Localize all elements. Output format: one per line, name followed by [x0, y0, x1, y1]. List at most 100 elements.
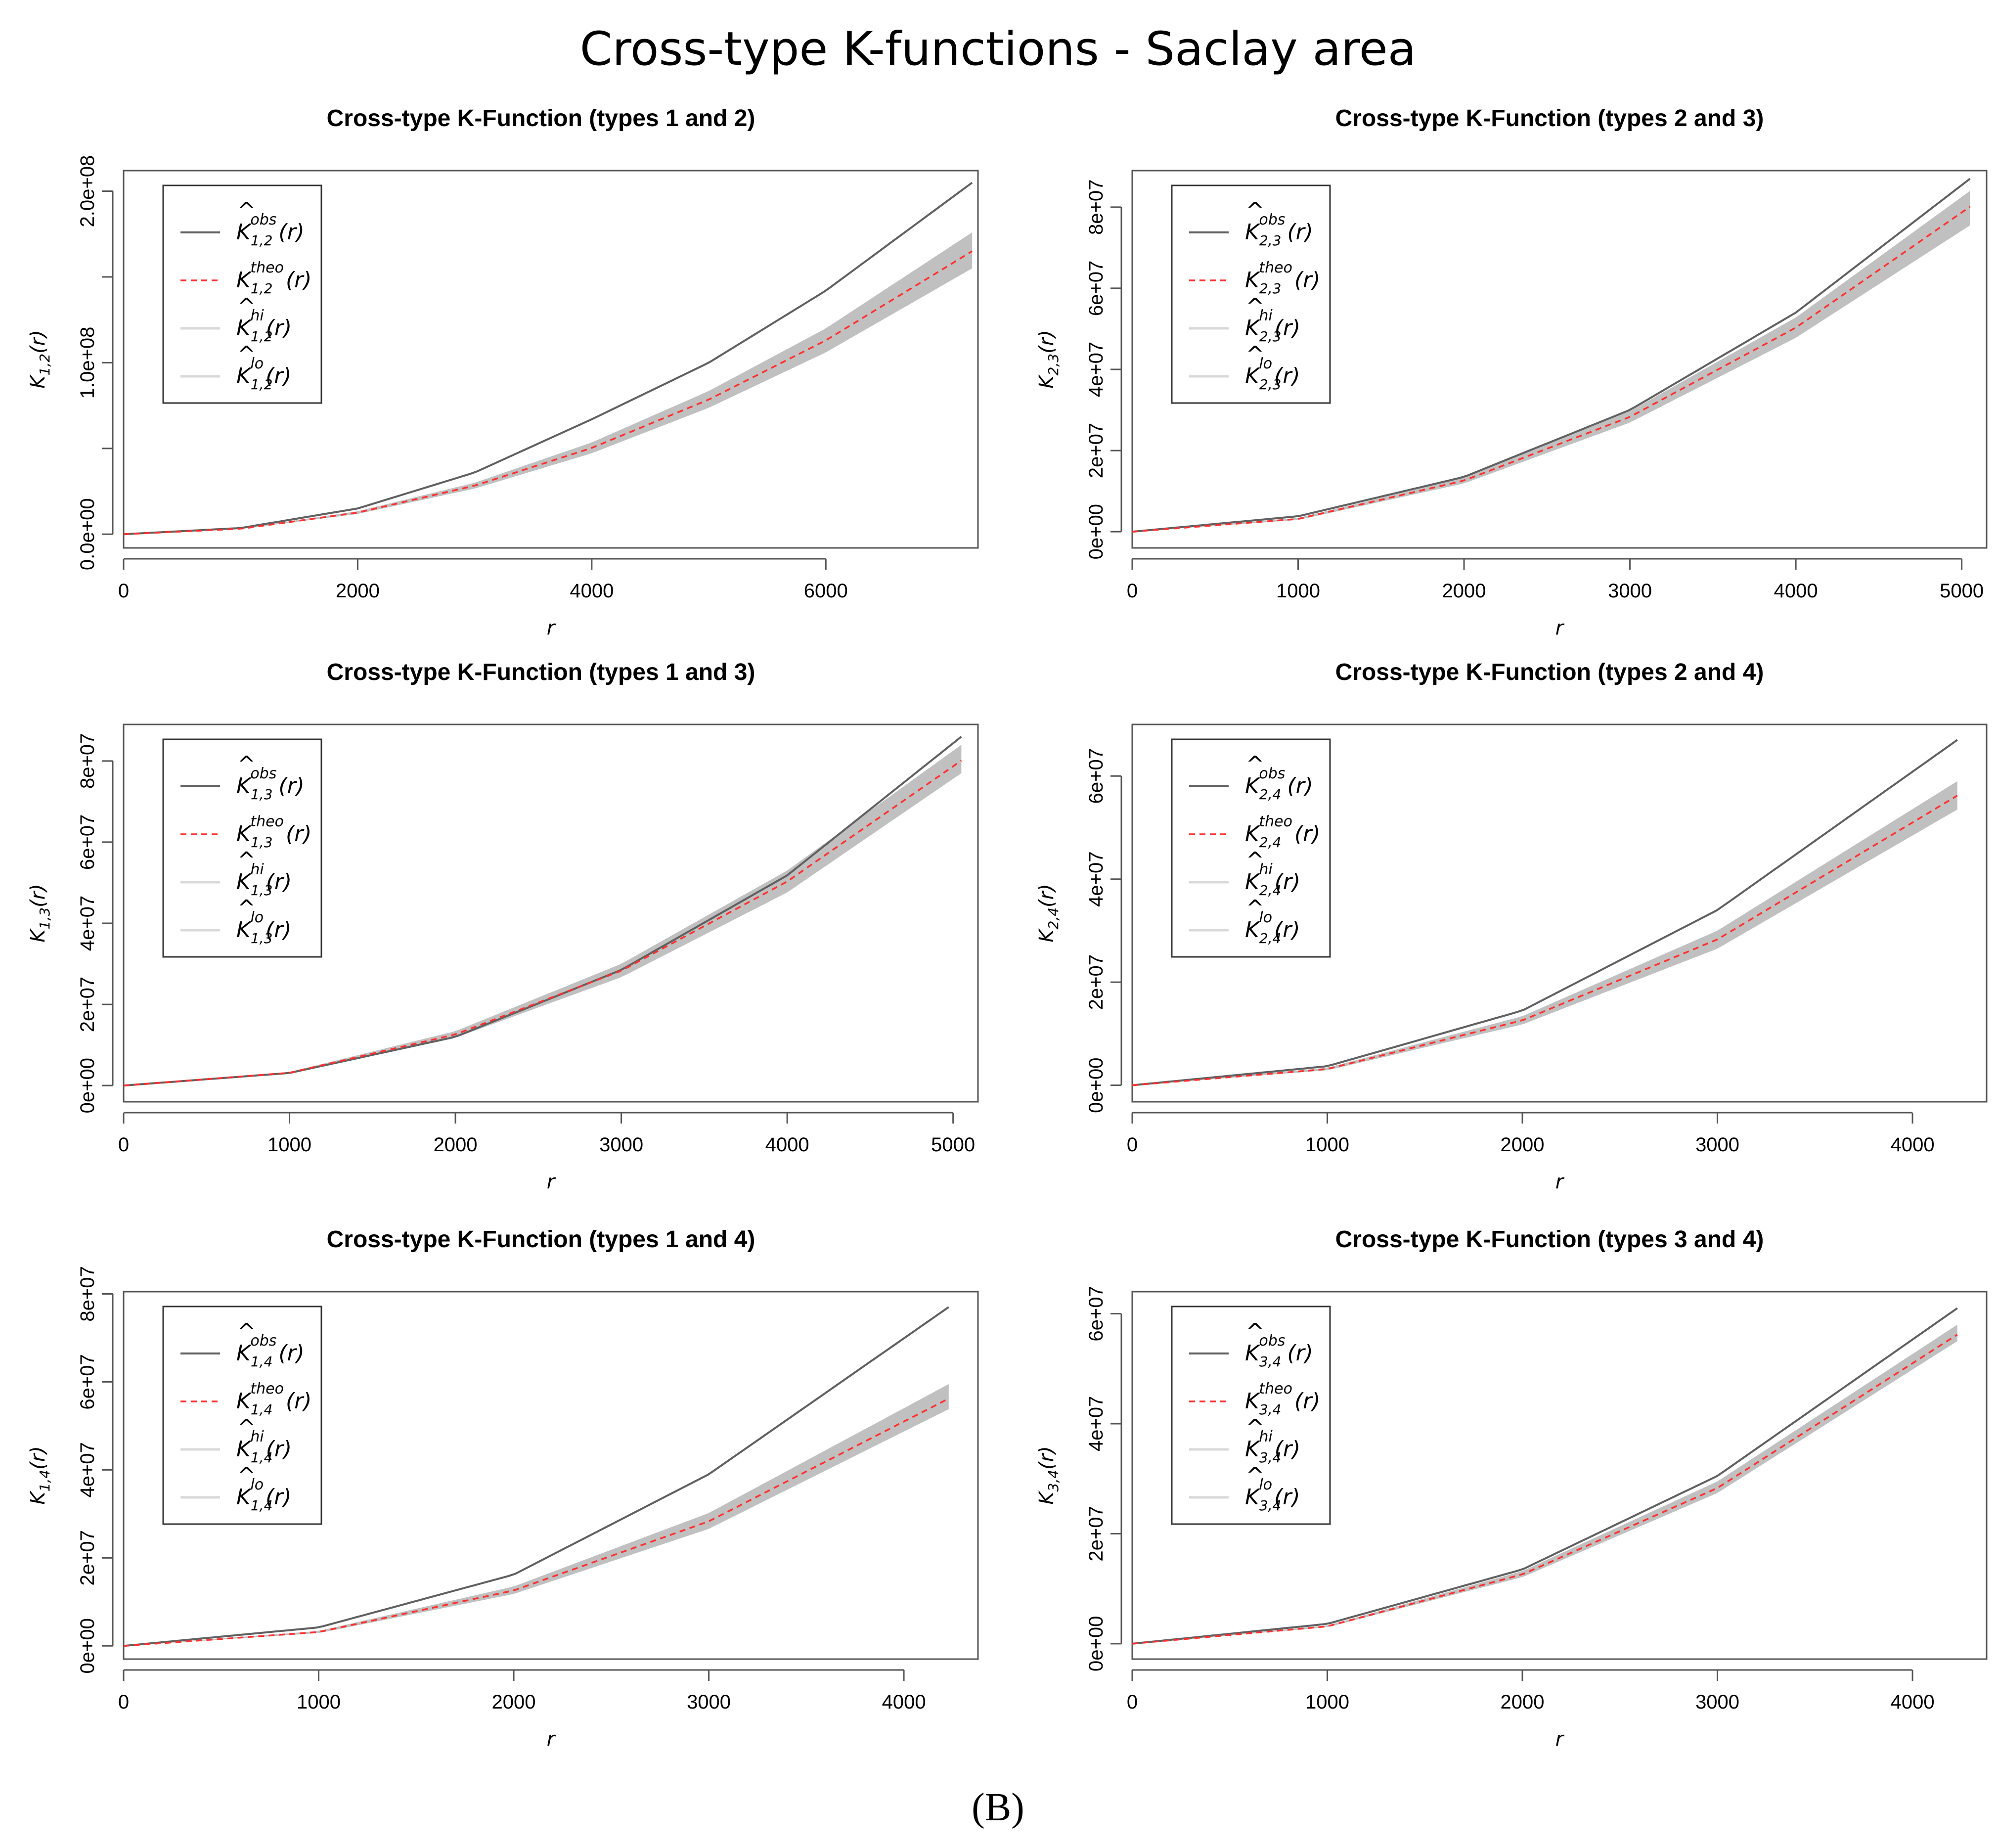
chart-title: Cross-type K-Function (types 1 and 3) — [327, 659, 755, 685]
legend-hat: ^ — [1246, 896, 1264, 921]
legend-label-lo: K1,4lo(r) — [236, 1476, 292, 1514]
x-tick-label: 2000 — [1501, 1134, 1545, 1156]
legend-label-obs: K2,4obs(r) — [1245, 765, 1313, 803]
theo-line — [123, 760, 962, 1086]
y-tick-label: 0e+00 — [1085, 504, 1107, 559]
y-axis-label: K1,3(r) — [27, 884, 53, 942]
y-tick-label: 6e+07 — [1085, 261, 1107, 316]
legend-label-hi: K2,4hi(r) — [1245, 861, 1300, 899]
y-tick-label: 2e+07 — [1085, 423, 1107, 478]
legend-label-obs: K1,3obs(r) — [236, 765, 305, 803]
chart-panel-3-4: Cross-type K-Function (types 3 and 4) 0 10… — [1035, 1226, 1988, 1751]
legend-label-theo: K2,3theo(r) — [1245, 259, 1320, 297]
x-tick-label: 2000 — [1501, 1691, 1545, 1713]
legend-label-theo: K2,4theo(r) — [1245, 813, 1320, 851]
legend-hat: ^ — [1246, 1463, 1264, 1488]
y-tick-label: 6e+07 — [77, 1354, 98, 1409]
plot-frame — [123, 1291, 979, 1660]
x-tick-label: 3000 — [687, 1691, 731, 1713]
panel-label: (B) — [972, 1786, 1024, 1829]
y-tick-label: 6e+07 — [77, 814, 98, 870]
obs-line — [123, 1306, 949, 1647]
legend-hat: ^ — [237, 1415, 256, 1440]
legend-hat: ^ — [1246, 1415, 1264, 1440]
y-tick-label: 4e+07 — [77, 1442, 98, 1497]
legend-label-obs: K1,2obs(r) — [236, 211, 305, 249]
y-tick-label: 0e+00 — [77, 1618, 98, 1673]
legend-label-theo: K1,2theo(r) — [236, 259, 311, 297]
legend: K3,4obs(r)^K3,4theo(r)K3,4hi(r)^K3,4lo(r… — [1171, 1306, 1331, 1525]
x-axis-label: r — [547, 1171, 556, 1193]
legend: K2,3obs(r)^K2,3theo(r)K2,3hi(r)^K2,3lo(r… — [1171, 184, 1331, 404]
y-tick-label: 4e+07 — [77, 896, 98, 951]
y-tick-label: 6e+07 — [1085, 748, 1107, 804]
x-tick-label: 0 — [1127, 1134, 1138, 1156]
y-tick-label: 0e+00 — [1085, 1616, 1107, 1671]
x-tick-label: 2000 — [492, 1691, 536, 1713]
x-axis-label: r — [1555, 617, 1565, 639]
legend-hat: ^ — [237, 896, 256, 921]
legend-label-lo: K1,3lo(r) — [236, 909, 292, 947]
x-tick-label: 4000 — [1774, 580, 1818, 602]
chart-panel-2-3: Cross-type K-Function (types 2 and 3) 0 10… — [1035, 105, 1988, 639]
x-axis-label: r — [547, 1728, 556, 1751]
chart-panel-1-2: Cross-type K-Function (types 1 and 2) 0 20… — [27, 105, 979, 639]
legend-hat: ^ — [237, 342, 256, 367]
plot-frame — [1131, 170, 1988, 549]
plot-frame — [1131, 1291, 1988, 1660]
y-tick-label: 0e+00 — [77, 1058, 98, 1113]
y-tick-label: 2e+07 — [77, 1530, 98, 1585]
legend-box — [162, 184, 322, 404]
x-tick-label: 3000 — [599, 1134, 643, 1156]
legend-label-lo: K2,3lo(r) — [1245, 355, 1300, 393]
legend-label-hi: K1,2hi(r) — [236, 307, 292, 345]
legend-hat: ^ — [237, 752, 256, 777]
legend-label-hi: K1,4hi(r) — [236, 1428, 292, 1466]
y-tick-label: 0e+00 — [1085, 1057, 1107, 1113]
y-tick-label: 4e+07 — [1085, 1396, 1107, 1451]
legend-hat: ^ — [237, 1463, 256, 1488]
x-tick-label: 2000 — [1442, 580, 1486, 602]
legend-box — [162, 1306, 322, 1525]
legend-box — [1171, 1306, 1331, 1525]
y-tick-label: 4e+07 — [1085, 852, 1107, 907]
chart-panel-2-4: Cross-type K-Function (types 2 and 4) 0 10… — [1035, 659, 1988, 1193]
plot-frame — [123, 170, 979, 549]
legend-hat: ^ — [1246, 198, 1264, 223]
obs-line — [1132, 1307, 1958, 1645]
y-tick-label: 4e+07 — [1085, 342, 1107, 397]
x-tick-label: 1000 — [1305, 1691, 1349, 1713]
x-tick-label: 2000 — [336, 580, 380, 602]
legend-label-theo: K1,4theo(r) — [236, 1380, 311, 1418]
y-tick-label: 8e+07 — [1085, 180, 1107, 235]
chart-title: Cross-type K-Function (types 2 and 3) — [1335, 105, 1764, 132]
x-axis-label: r — [1555, 1728, 1565, 1751]
theo-line — [1132, 206, 1971, 533]
legend-label-hi: K2,3hi(r) — [1245, 307, 1300, 345]
theo-line — [1132, 795, 1958, 1086]
theo-line — [123, 1397, 949, 1647]
legend-hat: ^ — [1246, 752, 1264, 777]
y-tick-label: 8e+07 — [77, 1266, 98, 1321]
x-tick-label: 5000 — [931, 1134, 975, 1156]
y-tick-label: 8e+07 — [77, 733, 98, 789]
y-axis-label: K2,4(r) — [1035, 884, 1062, 942]
theo-line — [123, 250, 973, 536]
legend-hat: ^ — [237, 1319, 256, 1344]
legend-hat: ^ — [237, 198, 256, 223]
x-tick-label: 3000 — [1608, 580, 1652, 602]
x-tick-label: 0 — [118, 580, 129, 602]
plot-frame — [123, 723, 979, 1103]
x-tick-label: 4000 — [1891, 1134, 1935, 1156]
k-function-panels: Cross-type K-Function (types 1 and 2) 0 20… — [27, 105, 1988, 1751]
x-tick-label: 5000 — [1940, 580, 1984, 602]
x-tick-label: 0 — [1127, 580, 1138, 602]
x-tick-label: 0 — [1127, 1691, 1138, 1713]
y-axis-label: K3,4(r) — [1035, 1446, 1062, 1504]
legend-label-lo: K2,4lo(r) — [1245, 909, 1300, 947]
legend-label-hi: K3,4hi(r) — [1245, 1428, 1300, 1466]
y-tick-label: 2e+07 — [77, 977, 98, 1032]
plot-frame — [1131, 723, 1988, 1103]
legend: K1,2obs(r)^K1,2theo(r)K1,2hi(r)^K1,2lo(r… — [162, 184, 322, 404]
figure-title: Cross-type K-functions - Saclay area — [579, 22, 1417, 76]
